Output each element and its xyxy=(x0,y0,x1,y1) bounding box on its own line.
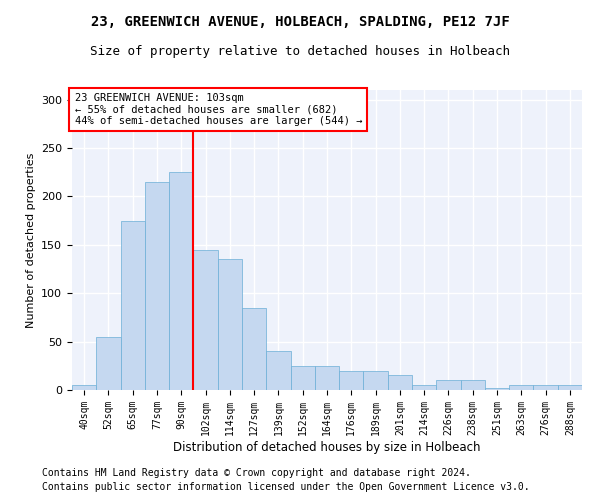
Bar xyxy=(436,380,461,390)
Bar xyxy=(388,376,412,390)
Bar xyxy=(315,366,339,390)
Text: 23, GREENWICH AVENUE, HOLBEACH, SPALDING, PE12 7JF: 23, GREENWICH AVENUE, HOLBEACH, SPALDING… xyxy=(91,15,509,29)
Text: Size of property relative to detached houses in Holbeach: Size of property relative to detached ho… xyxy=(90,45,510,58)
Bar xyxy=(193,250,218,390)
Bar xyxy=(461,380,485,390)
X-axis label: Distribution of detached houses by size in Holbeach: Distribution of detached houses by size … xyxy=(173,440,481,454)
Y-axis label: Number of detached properties: Number of detached properties xyxy=(26,152,35,328)
Bar xyxy=(145,182,169,390)
Bar xyxy=(558,385,582,390)
Text: Contains HM Land Registry data © Crown copyright and database right 2024.: Contains HM Land Registry data © Crown c… xyxy=(42,468,471,477)
Bar xyxy=(121,220,145,390)
Bar xyxy=(266,352,290,390)
Bar xyxy=(509,385,533,390)
Bar xyxy=(242,308,266,390)
Bar xyxy=(533,385,558,390)
Bar xyxy=(169,172,193,390)
Text: 23 GREENWICH AVENUE: 103sqm
← 55% of detached houses are smaller (682)
44% of se: 23 GREENWICH AVENUE: 103sqm ← 55% of det… xyxy=(74,93,362,126)
Bar xyxy=(485,388,509,390)
Bar xyxy=(412,385,436,390)
Bar xyxy=(364,370,388,390)
Bar xyxy=(96,337,121,390)
Bar xyxy=(218,260,242,390)
Bar xyxy=(72,385,96,390)
Bar xyxy=(339,370,364,390)
Bar xyxy=(290,366,315,390)
Text: Contains public sector information licensed under the Open Government Licence v3: Contains public sector information licen… xyxy=(42,482,530,492)
